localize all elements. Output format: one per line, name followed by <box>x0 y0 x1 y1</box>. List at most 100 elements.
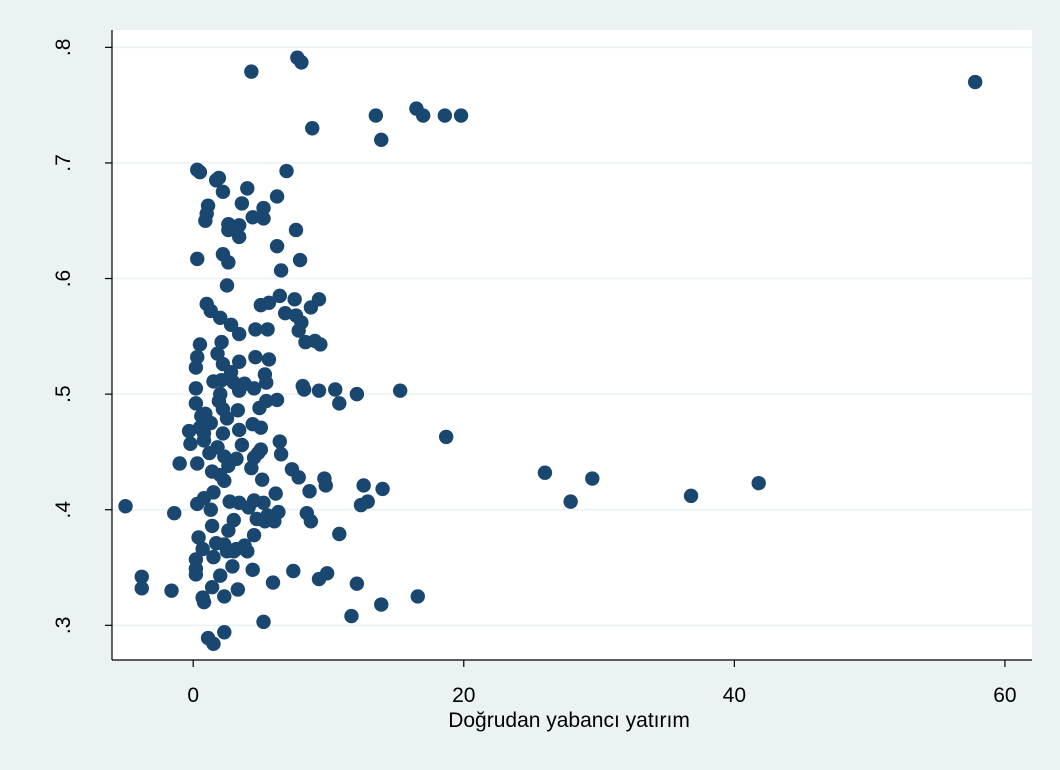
data-point <box>215 184 231 200</box>
data-point <box>328 382 343 397</box>
data-point <box>223 317 239 332</box>
data-point <box>231 229 247 245</box>
data-point <box>261 295 277 311</box>
data-point <box>231 218 247 233</box>
data-point <box>188 567 204 582</box>
data-point <box>292 252 308 268</box>
data-point <box>967 74 983 90</box>
data-point <box>368 108 384 123</box>
axes: .3 .4 .5 .6 .7 .8 0 20 40 60 <box>52 30 1032 707</box>
data-point <box>244 64 259 79</box>
data-point <box>221 222 236 238</box>
data-point <box>190 251 205 267</box>
data-point <box>261 352 277 367</box>
data-point <box>287 292 302 307</box>
data-point <box>256 200 271 216</box>
data-point <box>256 495 271 510</box>
data-point <box>195 541 210 557</box>
data-point <box>248 322 263 337</box>
data-point <box>134 569 149 584</box>
data-point <box>453 108 469 123</box>
data-point <box>286 563 301 579</box>
data-point <box>198 213 213 228</box>
data-point <box>183 436 198 452</box>
data-point <box>172 456 187 471</box>
data-point <box>344 608 359 624</box>
data-point <box>245 210 260 225</box>
x-tick-label: 0 <box>187 684 199 707</box>
data-point <box>203 415 218 431</box>
data-point <box>190 496 205 512</box>
y-tick-label: .3 <box>52 617 75 635</box>
data-point <box>375 481 390 497</box>
data-point <box>288 222 304 238</box>
data-point <box>245 562 260 578</box>
data-point <box>217 589 232 604</box>
data-point <box>260 322 275 337</box>
data-point <box>537 465 553 480</box>
data-point <box>267 514 282 529</box>
data-point <box>273 447 289 462</box>
y-tick-label: .4 <box>52 501 75 519</box>
y-tick-label: .5 <box>52 385 75 403</box>
data-point <box>230 582 246 597</box>
x-axis-title: Doğrudan yabancı yatırım <box>448 709 690 732</box>
data-point <box>302 484 317 499</box>
data-point <box>191 530 206 545</box>
data-point <box>437 108 453 123</box>
data-point <box>188 360 204 375</box>
data-point <box>252 400 267 416</box>
data-point <box>259 375 274 390</box>
data-point <box>213 310 228 326</box>
data-point <box>164 583 179 598</box>
data-point <box>204 518 220 534</box>
data-point <box>248 349 263 365</box>
data-point <box>256 211 271 226</box>
data-point <box>208 173 224 188</box>
y-tick-label: .6 <box>52 270 75 288</box>
data-point <box>268 486 283 501</box>
data-point <box>190 456 205 471</box>
data-point <box>244 460 259 476</box>
data-point <box>206 636 221 652</box>
y-tick-label: .7 <box>52 154 75 172</box>
data-point <box>311 383 327 398</box>
data-point <box>231 383 247 398</box>
data-point <box>318 478 333 493</box>
data-point <box>230 403 246 418</box>
data-point <box>204 579 220 595</box>
data-point <box>118 499 133 514</box>
plot-area <box>112 30 1032 660</box>
data-point <box>246 527 262 543</box>
data-point <box>272 434 287 449</box>
data-point <box>256 614 271 630</box>
data-point <box>206 549 221 565</box>
x-tick-label: 20 <box>452 684 475 707</box>
data-point <box>332 396 347 411</box>
data-point <box>311 571 327 587</box>
data-point <box>313 337 328 352</box>
data-point <box>203 502 218 517</box>
data-point <box>303 300 319 315</box>
data-point <box>349 386 365 402</box>
data-point <box>192 164 208 180</box>
data-point <box>349 576 365 591</box>
data-point <box>563 494 578 509</box>
data-point <box>277 306 293 321</box>
data-point <box>353 497 369 513</box>
data-point <box>415 108 431 123</box>
data-point <box>241 500 256 515</box>
data-point <box>332 526 347 542</box>
data-point <box>585 471 600 486</box>
data-point <box>192 337 208 352</box>
data-point <box>134 581 149 596</box>
data-point <box>202 445 217 461</box>
data-point <box>683 488 699 504</box>
data-point <box>219 278 235 293</box>
data-point <box>240 181 255 196</box>
data-point <box>356 478 371 493</box>
data-point <box>269 238 285 254</box>
data-points <box>118 50 983 652</box>
data-point <box>214 373 229 388</box>
